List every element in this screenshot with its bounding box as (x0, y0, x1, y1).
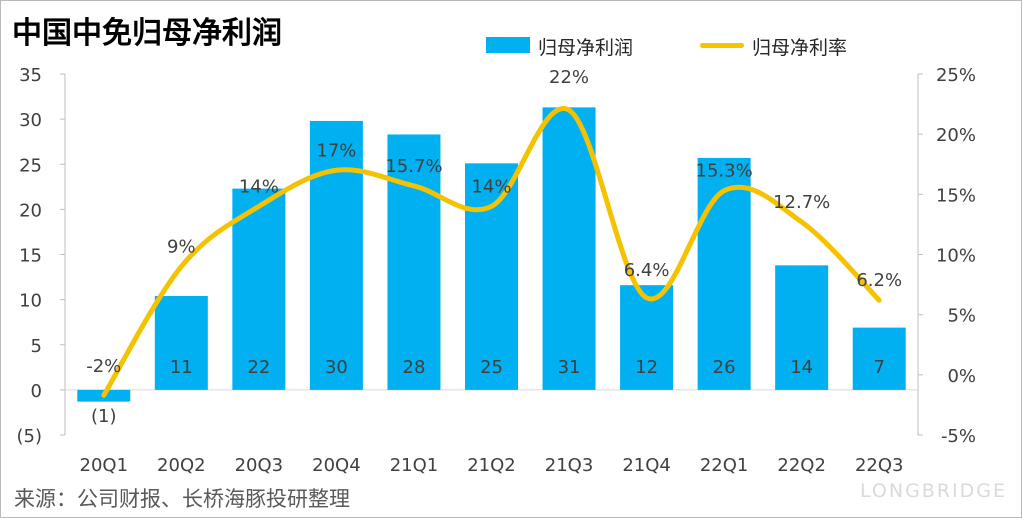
category-label: 21Q4 (622, 455, 671, 476)
legend-line-swatch (700, 43, 744, 48)
bar (620, 285, 674, 390)
right-tick-label: 5% (947, 306, 976, 327)
right-tick-label: 25% (936, 65, 976, 86)
bar-value-label: 31 (558, 357, 581, 378)
bar (309, 120, 363, 390)
line-value-label: 15.3% (696, 161, 753, 182)
category-label: 22Q1 (700, 455, 749, 476)
line-value-label: 12.7% (773, 192, 830, 213)
category-label: 22Q3 (855, 455, 904, 476)
margin-line (101, 106, 882, 398)
bars-layer (77, 107, 906, 402)
bar-value-label: 14 (790, 357, 813, 378)
right-tick-label: 20% (936, 125, 976, 146)
line-value-label: 17% (316, 140, 356, 161)
bar (852, 327, 906, 390)
left-tick-label: 20 (19, 200, 42, 221)
category-label: 20Q1 (80, 455, 129, 476)
legend-bar-label: 归母净利润 (538, 37, 634, 59)
legend-line-label: 归母净利率 (752, 37, 848, 59)
bar-value-label: 26 (713, 357, 736, 378)
bar-value-label: 12 (635, 357, 658, 378)
line-value-label: -2% (86, 356, 121, 377)
line-value-label: 14% (239, 176, 279, 197)
line-value-label: 14% (471, 176, 511, 197)
axes-layer: 35 30 25 20 15 10 5 0 (5) 25% 20% 15% 10% 5% 0% -5% 20Q1… (17, 65, 977, 476)
left-tick-label: 5 (31, 336, 42, 357)
bar-value-label: (1) (91, 406, 117, 427)
category-label: 20Q2 (157, 455, 206, 476)
left-tick-label: 35 (19, 65, 42, 86)
left-tick-label: (5) (17, 426, 43, 447)
right-tick-label: 0% (947, 366, 976, 387)
category-label: 20Q4 (312, 455, 361, 476)
bar-value-label: 28 (403, 357, 426, 378)
category-label: 21Q1 (390, 455, 439, 476)
right-tick-label: 10% (936, 246, 976, 267)
left-tick-label: 10 (19, 291, 42, 312)
bar (542, 107, 596, 390)
line-value-label: 6.2% (856, 270, 902, 291)
bar-value-label: 7 (874, 357, 885, 378)
bar (697, 157, 751, 390)
category-label: 20Q3 (235, 455, 284, 476)
line-layer (101, 106, 882, 398)
line-value-label: 15.7% (385, 156, 442, 177)
labels-layer: (1) 11 22 30 28 25 31 12 26 14 7 -2% 9% 14% 17% 15.7% 14… (86, 67, 902, 427)
left-tick-label: 25 (19, 155, 42, 176)
bar (154, 296, 208, 390)
bar-value-label: 11 (170, 357, 193, 378)
watermark-text: LONGBRIDGE (860, 480, 1007, 502)
source-note: 来源：公司财报、长桥海豚投研整理 (14, 487, 350, 511)
legend-bar-swatch (486, 37, 530, 53)
bar (465, 163, 518, 390)
left-tick-label: 0 (31, 381, 42, 402)
line-value-label: 22% (549, 67, 589, 88)
right-tick-label: -5% (941, 426, 976, 447)
category-label: 21Q2 (467, 455, 516, 476)
line-value-label: 6.4% (624, 260, 670, 281)
left-tick-label: 30 (19, 110, 42, 131)
right-tick-label: 15% (936, 185, 976, 206)
chart-title: 中国中免归母净利润 (12, 16, 282, 51)
left-tick-label: 15 (19, 246, 42, 267)
bar (387, 134, 441, 390)
bar (232, 188, 286, 390)
bar (775, 265, 829, 390)
line-value-label: 9% (167, 237, 196, 258)
bar-value-label: 30 (325, 357, 348, 378)
bar-value-label: 25 (480, 357, 503, 378)
category-label: 22Q2 (777, 455, 826, 476)
category-label: 21Q3 (545, 455, 594, 476)
bar-value-label: 22 (247, 357, 270, 378)
